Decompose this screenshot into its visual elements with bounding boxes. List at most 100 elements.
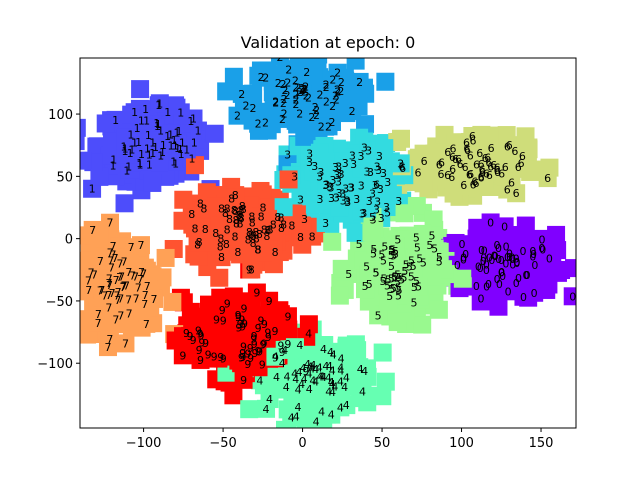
point-label: 4 [305,327,312,340]
x-tick-label: −100 [126,436,162,451]
scatter-point-class-4 [376,372,395,391]
scatter-point-class-0 [516,216,535,235]
point-label: 7 [113,289,120,302]
point-label: 2 [242,100,249,113]
point-label: 6 [488,142,495,155]
point-label: 8 [200,202,207,215]
point-label: 0 [531,287,538,300]
point-label: 4 [320,343,327,356]
point-label: 0 [505,285,512,298]
point-label: 3 [365,145,372,158]
point-label: 5 [429,230,436,243]
point-label: 5 [356,238,363,251]
point-label: 8 [248,263,255,276]
point-label: 6 [494,164,501,177]
point-label: 2 [329,100,336,113]
point-label: 4 [263,403,270,416]
point-label: 9 [284,310,291,323]
point-label: 5 [363,261,370,274]
point-label: 5 [375,309,382,322]
point-label: 2 [299,82,306,95]
scatter-point-class-0 [564,259,576,278]
point-label: 3 [284,148,291,161]
y-tick-label: 50 [56,170,73,185]
point-label: 8 [232,189,239,202]
point-label: 2 [262,117,269,130]
point-label: 5 [415,280,422,293]
point-label: 3 [291,171,298,184]
point-label: 1 [138,148,145,161]
point-label: 6 [414,166,421,179]
scatter-point-class-1 [205,124,224,143]
point-label: 0 [477,292,484,305]
point-label: 1 [177,106,184,119]
point-label: 2 [323,81,330,94]
point-label: 2 [293,93,300,106]
point-label: 0 [520,291,527,304]
point-label: 1 [174,127,181,140]
scatter-point-class-7 [163,292,182,311]
point-label: 3 [339,188,346,201]
point-label: 4 [326,360,333,373]
point-label: 7 [107,217,114,230]
point-label: 4 [294,401,301,414]
y-tick-label: 100 [48,108,73,123]
point-label: 5 [398,273,405,286]
point-label: 4 [313,415,320,428]
point-label: 9 [244,358,251,371]
point-label: 8 [232,230,239,243]
point-label: 2 [337,85,344,98]
point-label: 9 [196,344,203,357]
y-tick-label: −50 [46,295,73,310]
point-label: 0 [530,248,537,261]
point-label: 9 [272,325,279,338]
point-label: 3 [332,161,339,174]
scatter-point-class-0 [468,218,487,237]
point-label: 4 [291,367,298,380]
point-label: 5 [380,255,387,268]
point-label: 9 [259,358,266,371]
point-label: 4 [272,351,279,364]
point-label: 4 [301,373,308,386]
scatter-point-class-0 [563,287,576,306]
point-label: 0 [460,253,467,266]
point-label: 1 [164,106,171,119]
scatter-point-class-5 [429,300,448,319]
point-label: 7 [105,301,112,314]
point-label: 2 [281,84,288,97]
point-label: 1 [170,155,177,168]
point-label: 4 [337,364,344,377]
scatter-point-class-9 [181,302,200,321]
point-label: 2 [238,88,245,101]
point-label: 0 [498,266,505,279]
point-label: 3 [349,149,356,162]
scatter-point-class-2 [346,58,365,70]
point-label: 8 [196,236,203,249]
point-label: 5 [431,243,438,256]
point-label: 8 [280,219,287,232]
point-label: 0 [546,252,553,265]
point-label: 3 [378,212,385,225]
point-label: 0 [483,264,490,277]
point-label: 3 [335,175,342,188]
point-label: 8 [288,219,295,232]
scatter-point-class-1 [115,194,134,213]
scatter-point-class-1 [131,80,150,99]
point-label: 6 [448,171,455,184]
point-label: 7 [122,337,129,350]
point-label: 2 [356,76,363,89]
point-label: 2 [279,113,286,126]
point-label: 8 [248,211,255,224]
point-label: 0 [487,216,494,229]
scatter-point-class-0 [446,233,465,252]
point-label: 5 [384,280,391,293]
point-label: 4 [316,371,323,384]
point-label: 1 [155,118,162,131]
scatter-point-class-7 [156,248,175,267]
point-label: 4 [273,371,280,384]
point-label: 8 [258,210,265,223]
point-label: 3 [358,180,365,193]
scatter-point-class-5 [413,315,432,334]
